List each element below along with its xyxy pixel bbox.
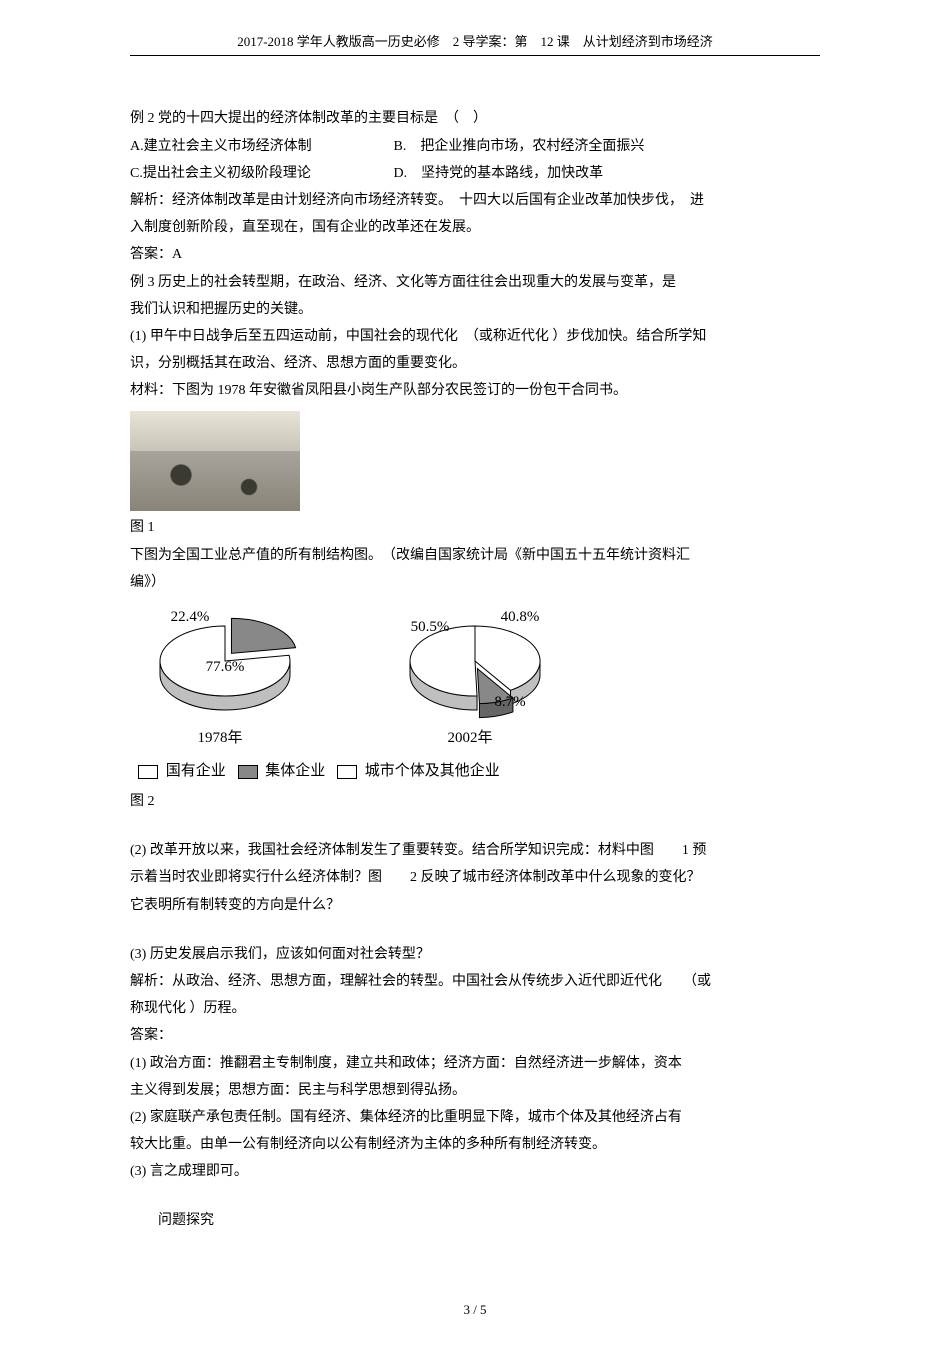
ex3-q2-c: 它表明所有制转变的方向是什么？: [130, 893, 820, 918]
svg-text:77.6%: 77.6%: [206, 659, 245, 675]
ex3-q2-b: 示着当时农业即将实行什么经济体制？图 2 反映了城市经济体制改革中什么现象的变化…: [130, 865, 820, 890]
legend-coll-swatch: [238, 765, 258, 779]
spacer: [130, 816, 820, 836]
ex2-answer: 答案：A: [130, 242, 820, 267]
legend-state-label: 国有企业: [166, 763, 226, 779]
legend-coll-label: 集体企业: [265, 763, 325, 779]
ex3-a2-b: 较大比重。由单一公有制经济向以公有制经济为主体的多种所有制经济转变。: [130, 1132, 820, 1157]
ex2-stem: 例 2 党的十四大提出的经济体制改革的主要目标是 （ ）: [130, 106, 820, 131]
svg-text:22.4%: 22.4%: [171, 609, 210, 625]
ex3-answer-label: 答案：: [130, 1023, 820, 1048]
ex3-q1-a: (1) 甲午中日战争后至五四运动前，中国社会的现代化 （或称近代化 ）步伐加快。…: [130, 324, 820, 349]
ownership-chart: 22.4% 77.6% 1978年 40.8% 8.7% 50.5% 2002年 国有…: [130, 601, 820, 785]
section-title: 问题探究: [158, 1208, 820, 1233]
pie-1978-svg: 22.4% 77.6%: [130, 601, 310, 721]
ex3-explain-1: 解析：从政治、经济、思想方面，理解社会的转型。中国社会从传统步入近代即近代化 （…: [130, 969, 820, 994]
ex3-q1-b: 识，分别概括其在政治、经济、思想方面的重要变化。: [130, 351, 820, 376]
legend-state-swatch: [138, 765, 158, 779]
ex2-opt-d: D. 坚持党的基本路线，加快改革: [394, 166, 604, 181]
ex2-explain-2: 入制度创新阶段，直至现在，国有企业的改革还在发展。: [130, 215, 820, 240]
ex2-opt-c: C.提出社会主义初级阶段理论: [130, 161, 390, 186]
ex3-material: 材料：下图为 1978 年安徽省凤阳县小岗生产队部分农民签订的一份包干合同书。: [130, 378, 820, 403]
svg-text:8.7%: 8.7%: [494, 694, 525, 710]
legend-other-label: 城市个体及其他企业: [365, 763, 500, 779]
figure-2-intro-2: 编》）: [130, 570, 820, 595]
ex3-a2-a: (2) 家庭联产承包责任制。国有经济、集体经济的比重明显下降，城市个体及其他经济…: [130, 1105, 820, 1130]
ex3-explain-2: 称现代化 ）历程。: [130, 996, 820, 1021]
pie-1978: 22.4% 77.6% 1978年: [130, 601, 310, 752]
ex2-opt-a: A.建立社会主义市场经济体制: [130, 134, 390, 159]
pie-2002-svg: 40.8% 8.7% 50.5%: [370, 601, 570, 721]
figure-1-caption: 图 1: [130, 515, 820, 540]
figure-2-caption: 图 2: [130, 789, 820, 814]
pie-2002: 40.8% 8.7% 50.5% 2002年: [370, 601, 570, 752]
chart-legend: 国有企业 集体企业 城市个体及其他企业: [130, 758, 820, 785]
svg-text:40.8%: 40.8%: [501, 609, 540, 625]
svg-text:50.5%: 50.5%: [411, 619, 450, 635]
ex3-q2-a: (2) 改革开放以来，我国社会经济体制发生了重要转变。结合所学知识完成：材料中图…: [130, 838, 820, 863]
ex3-stem-2: 我们认识和把握历史的关键。: [130, 297, 820, 322]
spacer: [130, 920, 820, 940]
ex3-q3: (3) 历史发展启示我们，应该如何面对社会转型？: [130, 942, 820, 967]
ex2-explain-1: 解析：经济体制改革是由计划经济向市场经济转变。 十四大以后国有企业改革加快步伐，…: [130, 188, 820, 213]
ex3-a3: (3) 言之成理即可。: [130, 1159, 820, 1184]
page: 2017-2018 学年人教版高一历史必修 2 导学案：第 12 课 从计划经济…: [0, 0, 950, 1345]
page-number: 3 / 5: [0, 1298, 950, 1321]
ex2-opt-b: B. 把企业推向市场，农村经济全面振兴: [394, 139, 645, 154]
figure-1-image: [130, 411, 300, 511]
ex3-a1-b: 主义得到发展；思想方面：民主与科学思想到得弘扬。: [130, 1078, 820, 1103]
ex3-a1-a: (1) 政治方面：推翻君主专制制度，建立共和政体；经济方面：自然经济进一步解体，…: [130, 1051, 820, 1076]
figure-2-intro-1: 下图为全国工业总产值的所有制结构图。 （改编自国家统计局《新中国五十五年统计资料…: [130, 543, 820, 568]
pie-2002-year: 2002年: [447, 725, 492, 752]
ex2-options-ab: A.建立社会主义市场经济体制 B. 把企业推向市场，农村经济全面振兴: [130, 134, 820, 159]
ex2-options-cd: C.提出社会主义初级阶段理论 D. 坚持党的基本路线，加快改革: [130, 161, 820, 186]
spacer: [130, 1186, 820, 1206]
legend-other-swatch: [337, 765, 357, 779]
page-header: 2017-2018 学年人教版高一历史必修 2 导学案：第 12 课 从计划经济…: [130, 30, 820, 56]
pie-1978-year: 1978年: [197, 725, 242, 752]
ex3-stem-1: 例 3 历史上的社会转型期，在政治、经济、文化等方面往往会出现重大的发展与变革，…: [130, 270, 820, 295]
